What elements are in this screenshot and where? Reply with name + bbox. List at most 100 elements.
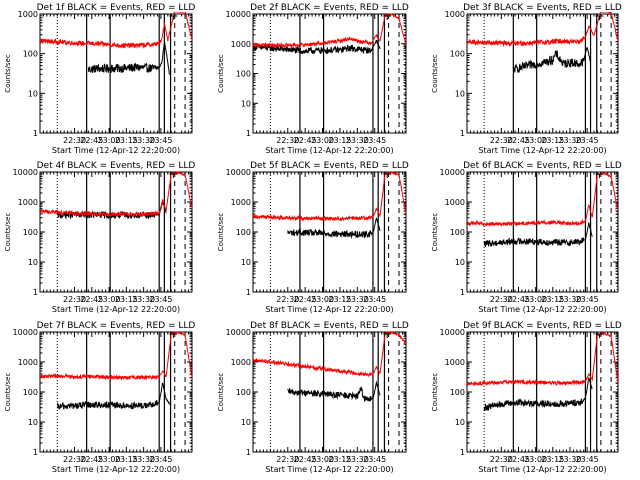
x-tick-label: 23:00 [311, 295, 334, 304]
y-tick-label: 1 [460, 448, 465, 457]
lld-series [467, 12, 618, 48]
y-tick-label: 1000 [445, 198, 465, 207]
y-tick-label: 1 [246, 288, 251, 297]
y-axis-label: Counts/sec [4, 213, 12, 252]
x-tick-label: 23:30 [558, 295, 581, 304]
y-tick-label: 100 [23, 50, 38, 59]
attenuator-marker [383, 333, 392, 338]
panel-title: Det 8f BLACK = Events, RED = LLD [250, 321, 409, 331]
y-axis-label: Counts/sec [431, 373, 439, 412]
panel-title: Det 1f BLACK = Events, RED = LLD [37, 3, 196, 13]
events-series [56, 382, 170, 410]
detector-panel: Det 6f BLACK = Events, RED = LLD 1 10 100 10… [431, 161, 622, 314]
x-tick-label: 22:30 [276, 295, 299, 304]
x-tick-label: 22:45 [294, 295, 317, 304]
x-tick-label: 22:30 [63, 136, 86, 145]
x-tick-label: 23:15 [115, 295, 138, 304]
x-tick-label: 23:45 [363, 136, 386, 145]
y-axis-label: Counts/sec [217, 213, 225, 252]
attenuator-marker [595, 15, 604, 20]
x-tick-label: 22:30 [276, 136, 299, 145]
x-tick-label: 23:30 [558, 455, 581, 464]
lld-series [253, 170, 406, 222]
y-tick-label: 1000 [18, 358, 38, 367]
x-tick-label: 23:45 [576, 136, 599, 145]
events-series [287, 217, 381, 240]
y-tick-label: 100 [450, 50, 465, 59]
x-axis-label: Start Time (12-Apr-12 22:20:00) [478, 305, 606, 314]
attenuator-marker [169, 173, 178, 178]
y-tick-label: 1 [246, 129, 251, 138]
y-tick-label: 100 [236, 228, 251, 237]
detector-panel: Det 9f BLACK = Events, RED = LLD 1 10 100 10… [431, 321, 622, 474]
y-tick-label: 1000 [445, 10, 465, 19]
x-tick-label: 22:45 [507, 136, 530, 145]
lld-series [467, 331, 618, 387]
y-tick-label: 1 [33, 129, 38, 138]
events-series [483, 222, 593, 247]
detector-panel: Det 5f BLACK = Events, RED = LLD 1 10 100 10… [217, 161, 409, 314]
x-tick-label: 22:30 [63, 455, 86, 464]
detector-panel: Det 1f BLACK = Events, RED = LLD 1 10 100 10… [4, 3, 195, 155]
lld-series [40, 12, 192, 50]
events-series [513, 46, 591, 73]
attenuator-marker [169, 15, 178, 20]
y-tick-label: 10 [241, 258, 251, 267]
detector-panel: Det 2f BLACK = Events, RED = LLD 1 10 100 10… [217, 3, 409, 155]
x-tick-label: 23:45 [576, 455, 599, 464]
x-tick-label: 23:45 [576, 295, 599, 304]
lld-series [253, 330, 406, 378]
y-axis-label: Counts/sec [4, 54, 12, 93]
x-tick-label: 23:15 [541, 455, 564, 464]
events-series [287, 380, 381, 402]
x-tick-label: 23:45 [149, 136, 172, 145]
x-tick-label: 23:00 [98, 455, 121, 464]
x-tick-label: 22:30 [63, 295, 86, 304]
y-tick-label: 10000 [440, 168, 465, 177]
x-tick-label: 23:15 [328, 455, 351, 464]
y-axis-label: Counts/sec [217, 373, 225, 412]
x-axis-label: Start Time (12-Apr-12 22:20:00) [52, 146, 180, 155]
x-axis-label: Start Time (12-Apr-12 22:20:00) [265, 465, 393, 474]
detector-panel: Det 4f BLACK = Events, RED = LLD 1 10 100 10… [4, 161, 195, 314]
panel-title: Det 9f BLACK = Events, RED = LLD [463, 321, 622, 331]
x-tick-label: 23:00 [311, 455, 334, 464]
y-tick-label: 100 [23, 228, 38, 237]
lld-series [40, 170, 192, 218]
x-tick-label: 23:30 [132, 136, 155, 145]
detector-panel: Det 8f BLACK = Events, RED = LLD 1 10 100 10… [217, 321, 409, 474]
x-tick-label: 22:30 [490, 455, 513, 464]
y-tick-label: 1 [460, 129, 465, 138]
x-tick-label: 23:15 [115, 455, 138, 464]
attenuator-marker [383, 15, 392, 20]
x-tick-label: 23:30 [132, 455, 155, 464]
lld-series [467, 171, 618, 228]
x-tick-label: 23:00 [98, 295, 121, 304]
y-axis-label: Counts/sec [217, 54, 225, 93]
y-tick-label: 10 [28, 418, 38, 427]
x-axis-label: Start Time (12-Apr-12 22:20:00) [52, 465, 180, 474]
x-tick-label: 23:15 [328, 295, 351, 304]
y-tick-label: 1 [460, 288, 465, 297]
y-tick-label: 10 [28, 89, 38, 98]
x-tick-label: 23:45 [149, 295, 172, 304]
y-tick-label: 10000 [13, 328, 38, 337]
y-tick-label: 1000 [231, 198, 251, 207]
x-axis-label: Start Time (12-Apr-12 22:20:00) [52, 305, 180, 314]
y-tick-label: 1000 [18, 10, 38, 19]
y-tick-label: 10000 [226, 10, 251, 19]
panel-title: Det 5f BLACK = Events, RED = LLD [250, 161, 409, 171]
y-tick-label: 10 [241, 418, 251, 427]
y-axis-label: Counts/sec [431, 213, 439, 252]
y-tick-label: 10000 [440, 328, 465, 337]
y-tick-label: 10 [28, 258, 38, 267]
attenuator-marker [595, 173, 604, 178]
panel-title: Det 3f BLACK = Events, RED = LLD [463, 3, 622, 13]
x-tick-label: 23:00 [311, 136, 334, 145]
panel-title: Det 4f BLACK = Events, RED = LLD [37, 161, 196, 171]
attenuator-marker [595, 333, 604, 338]
x-tick-label: 22:45 [294, 455, 317, 464]
x-tick-label: 23:30 [558, 136, 581, 145]
x-tick-label: 23:45 [149, 455, 172, 464]
